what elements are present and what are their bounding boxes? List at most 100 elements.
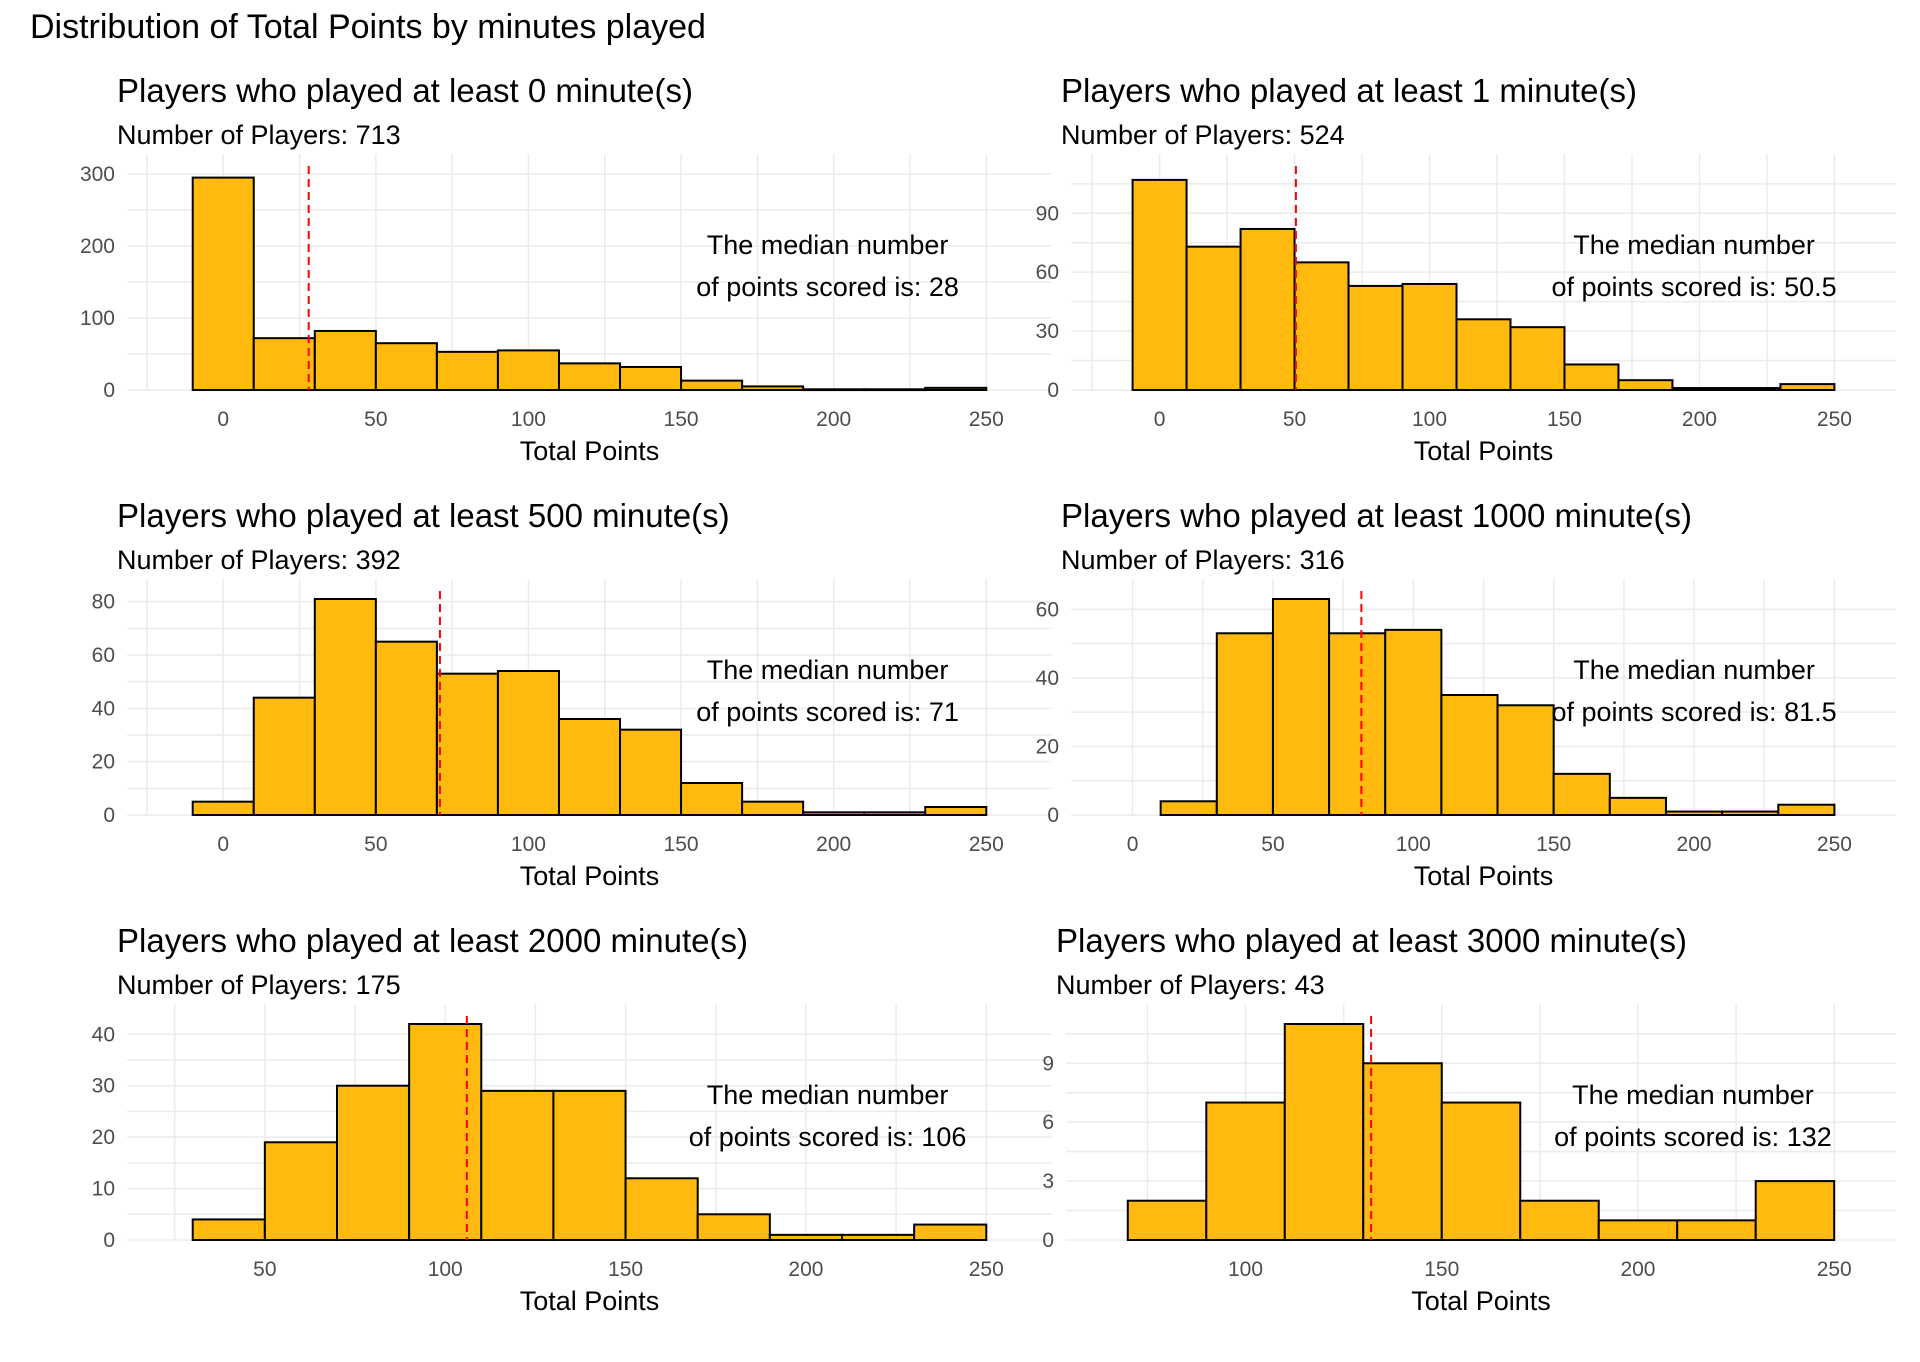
y-tick-label: 20 bbox=[92, 751, 115, 774]
histogram-panel-0-minutes: Players who played at least 0 minute(s) … bbox=[80, 72, 1062, 512]
histogram-bar bbox=[263, 1141, 338, 1242]
x-tick-label: 100 bbox=[428, 1258, 463, 1281]
histogram-bar bbox=[1671, 387, 1728, 392]
histogram-bar bbox=[619, 728, 683, 817]
y-tick-label: 90 bbox=[1036, 202, 1059, 225]
median-annotation-line1: The median number bbox=[1573, 655, 1815, 685]
histogram-bar bbox=[1384, 628, 1443, 816]
median-annotation-line1: The median number bbox=[1572, 1080, 1814, 1110]
panel-subtitle: Number of Players: 316 bbox=[1061, 545, 1345, 575]
histogram-bar bbox=[1126, 1199, 1208, 1241]
bars bbox=[191, 1023, 988, 1242]
histogram-bar bbox=[313, 598, 377, 816]
y-tick-label: 60 bbox=[1036, 598, 1059, 621]
histogram-bar bbox=[496, 670, 560, 816]
histogram-bar bbox=[1131, 178, 1188, 391]
median-annotation-line2: of points scored is: 81.5 bbox=[1551, 697, 1836, 727]
histogram-plot: 0 30 60 90 0 50 100 150 200 250 Total Points The me… bbox=[1036, 154, 1896, 466]
panel-title: Players who played at least 1 minute(s) bbox=[1061, 72, 1637, 109]
histogram-bar bbox=[1676, 1219, 1757, 1242]
histogram-bar bbox=[624, 1177, 699, 1241]
bars bbox=[191, 598, 988, 817]
histogram-bar bbox=[1563, 363, 1620, 391]
y-tick-label: 20 bbox=[1036, 735, 1059, 758]
histogram-panel-1000-minutes: Players who played at least 1000 minute(… bbox=[1036, 497, 1920, 937]
panel-title: Players who played at least 0 minute(s) bbox=[117, 72, 693, 109]
histogram-bar bbox=[1552, 772, 1611, 817]
panel-subtitle: Number of Players: 392 bbox=[117, 545, 401, 575]
median-annotation-line2: of points scored is: 106 bbox=[689, 1122, 967, 1152]
y-tick-label: 0 bbox=[103, 1229, 115, 1252]
histogram-bar bbox=[924, 806, 988, 816]
y-tick-label: 30 bbox=[1036, 320, 1059, 343]
x-tick-label: 100 bbox=[511, 408, 546, 431]
x-tick-label: 200 bbox=[816, 408, 851, 431]
x-tick-label: 150 bbox=[664, 833, 699, 856]
histogram-bar bbox=[1597, 1219, 1679, 1242]
histogram-bar bbox=[1215, 632, 1274, 816]
histogram-bar bbox=[374, 342, 438, 392]
panel-title: Players who played at least 500 minute(s… bbox=[117, 497, 730, 534]
histogram-bar bbox=[335, 1084, 411, 1241]
grid bbox=[127, 154, 1052, 391]
histogram-bar bbox=[1664, 810, 1724, 817]
histogram-bar bbox=[1283, 1023, 1365, 1241]
x-tick-label: 200 bbox=[1677, 833, 1712, 856]
histogram-bar bbox=[1754, 1180, 1836, 1242]
histogram-bar bbox=[408, 1023, 483, 1241]
histogram-bar bbox=[741, 385, 805, 391]
histogram-bar bbox=[802, 811, 866, 817]
histogram-bar bbox=[1440, 694, 1499, 816]
histogram-bar bbox=[768, 1233, 844, 1242]
x-axis-label: Total Points bbox=[1411, 1286, 1551, 1316]
histogram-bar bbox=[374, 640, 438, 816]
histogram-bar bbox=[1239, 227, 1296, 391]
histogram-bar bbox=[1271, 598, 1331, 816]
y-tick-label: 0 bbox=[103, 804, 115, 827]
histogram-bar bbox=[680, 782, 744, 816]
histogram-bar bbox=[1293, 261, 1350, 391]
x-tick-label: 0 bbox=[1154, 408, 1166, 431]
histogram-bar bbox=[680, 379, 744, 392]
histogram-bar bbox=[252, 337, 316, 392]
median-annotation-line2: of points scored is: 50.5 bbox=[1551, 272, 1836, 302]
bars bbox=[1126, 1023, 1836, 1242]
x-tick-label: 250 bbox=[969, 408, 1004, 431]
y-tick-label: 3 bbox=[1042, 1170, 1054, 1193]
x-axis-label: Total Points bbox=[1414, 861, 1554, 891]
y-tick-label: 40 bbox=[92, 1023, 115, 1046]
x-tick-label: 0 bbox=[217, 408, 229, 431]
histogram-bar bbox=[1455, 318, 1512, 392]
panel-title: Players who played at least 3000 minute(… bbox=[1056, 922, 1687, 959]
median-annotation-line1: The median number bbox=[707, 230, 949, 260]
histogram-bar bbox=[1721, 810, 1780, 817]
histogram-bar bbox=[741, 800, 805, 816]
histogram-bar bbox=[1617, 379, 1674, 392]
histogram-bar bbox=[1362, 1062, 1443, 1241]
x-tick-label: 100 bbox=[1396, 833, 1431, 856]
x-tick-label: 150 bbox=[608, 1258, 643, 1281]
histogram-bar bbox=[252, 696, 316, 817]
x-axis-label: Total Points bbox=[520, 436, 660, 466]
histogram-bar bbox=[1725, 387, 1782, 392]
x-tick-label: 100 bbox=[1228, 1258, 1263, 1281]
x-tick-label: 150 bbox=[1547, 408, 1582, 431]
histogram-bar bbox=[313, 329, 377, 391]
histogram-bar bbox=[435, 672, 499, 816]
median-annotation-line2: of points scored is: 132 bbox=[1554, 1122, 1832, 1152]
histogram-bar bbox=[480, 1089, 555, 1241]
histogram-bar bbox=[1509, 326, 1566, 391]
y-tick-label: 0 bbox=[1047, 379, 1059, 402]
y-tick-label: 40 bbox=[1036, 667, 1059, 690]
histogram-plot: 0 20 40 60 80 0 50 100 150 200 250 Total Points The … bbox=[92, 579, 1052, 891]
panel-subtitle: Number of Players: 713 bbox=[117, 120, 401, 150]
y-tick-label: 0 bbox=[1042, 1229, 1054, 1252]
histogram-bar bbox=[924, 386, 988, 391]
histogram-bar bbox=[841, 1233, 916, 1242]
y-tick-label: 30 bbox=[92, 1075, 115, 1098]
y-tick-label: 60 bbox=[92, 644, 115, 667]
x-tick-label: 250 bbox=[1817, 1258, 1852, 1281]
median-annotation-line1: The median number bbox=[1573, 230, 1815, 260]
x-tick-label: 0 bbox=[217, 833, 229, 856]
y-tick-label: 200 bbox=[80, 235, 115, 258]
